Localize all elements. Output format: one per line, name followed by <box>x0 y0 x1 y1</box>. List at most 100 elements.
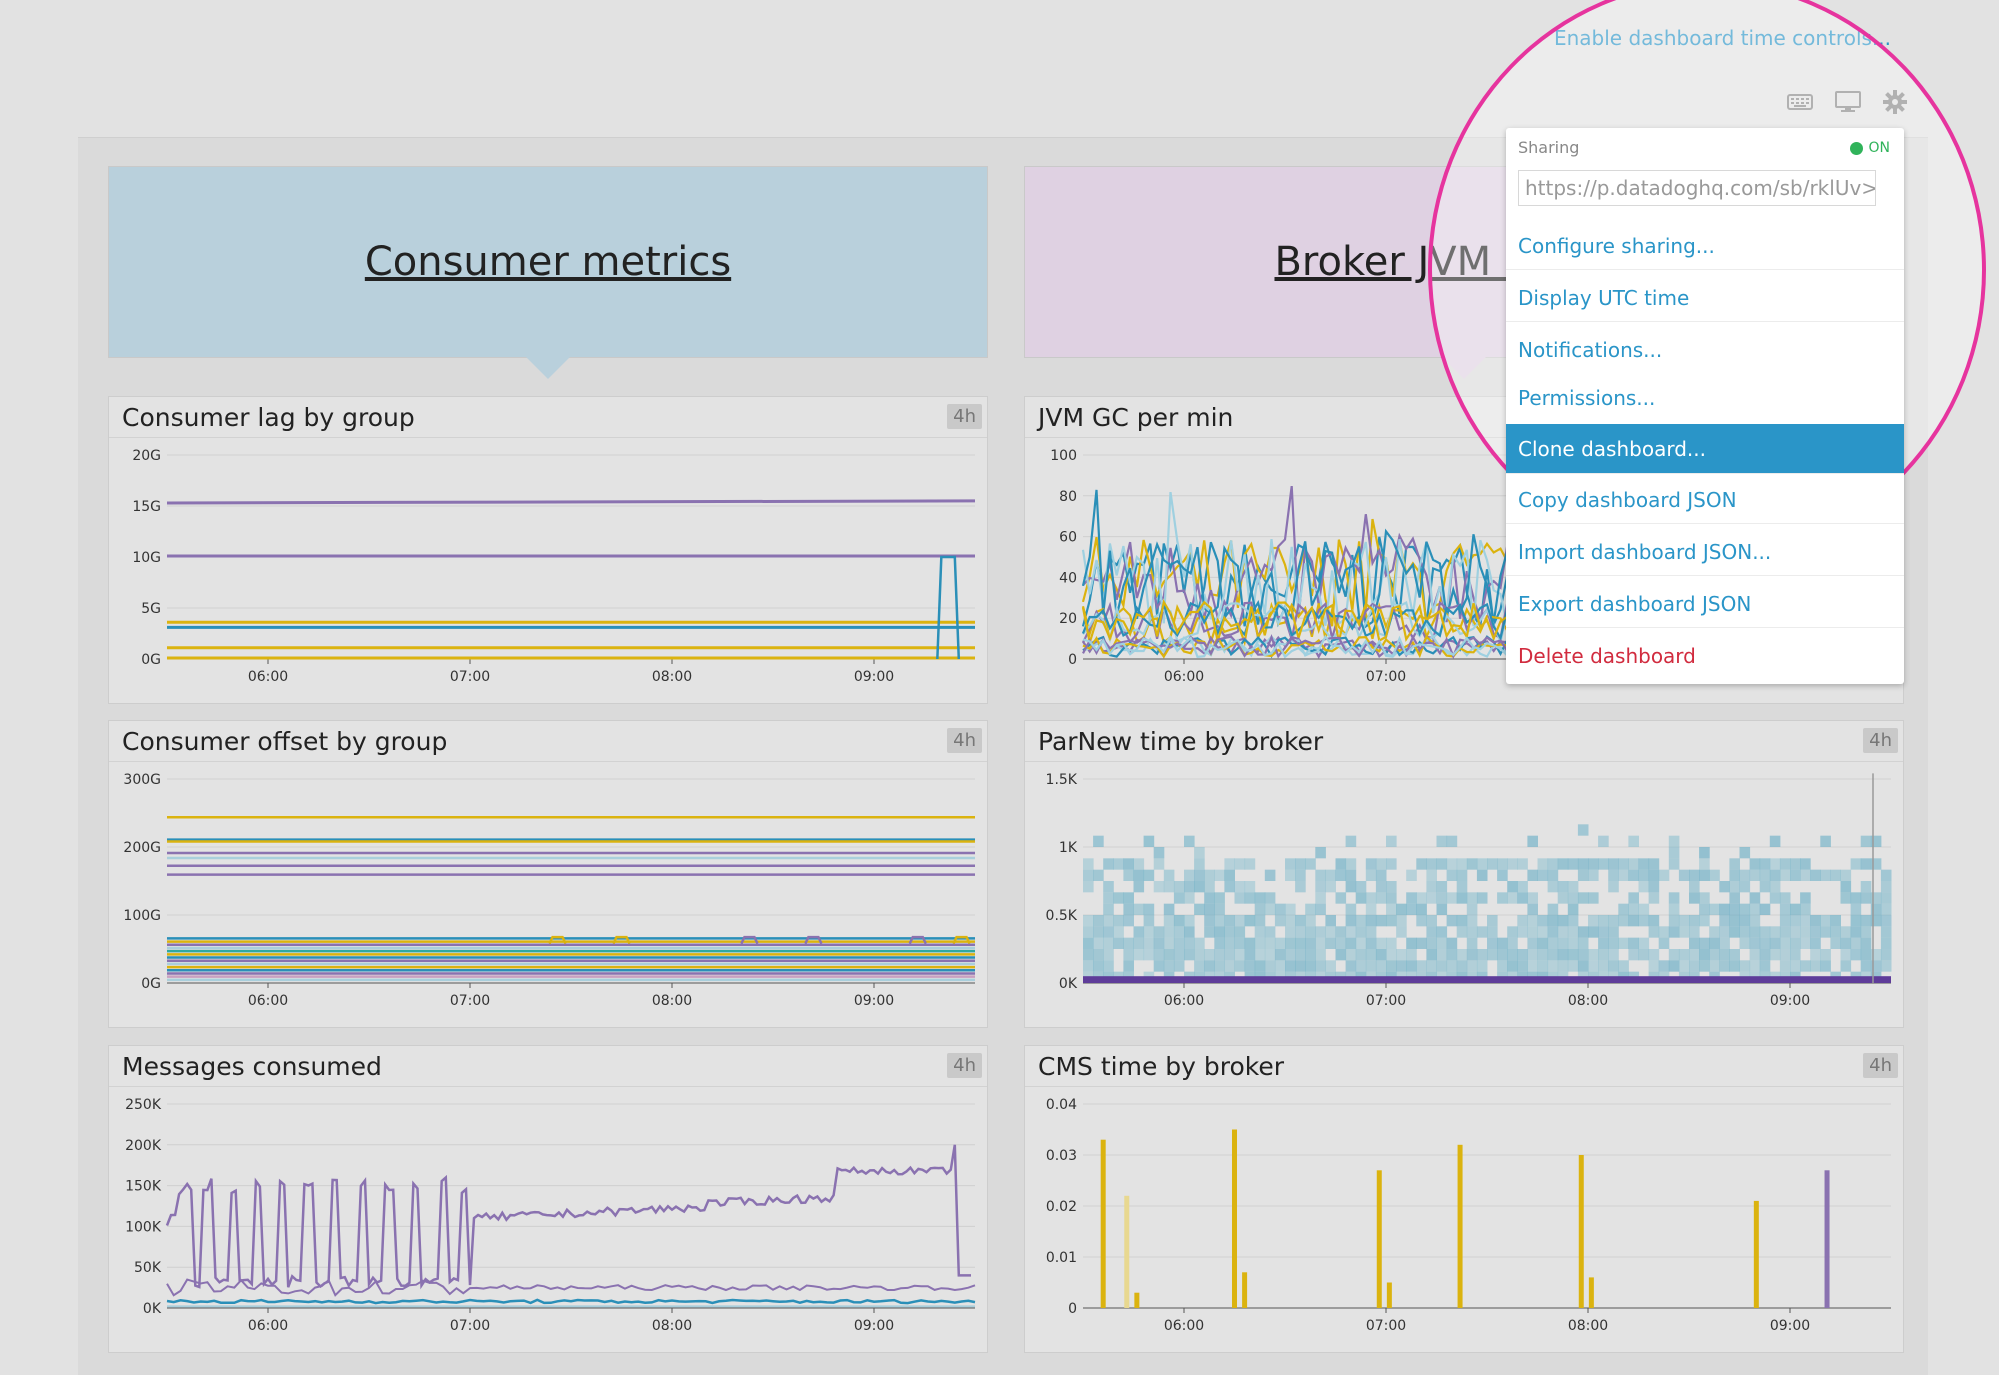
heatmap-cell <box>1668 960 1680 972</box>
heatmap-cell <box>1557 915 1569 927</box>
heatmap-cell <box>1689 926 1700 938</box>
status-dot-icon <box>1849 141 1863 155</box>
heatmap-cell <box>1860 960 1872 972</box>
heatmap-cell <box>1638 858 1650 870</box>
series-bump <box>804 935 823 945</box>
heatmap-cell <box>1769 881 1781 893</box>
heatmap-cell <box>1396 960 1407 972</box>
heatmap-cell <box>1184 869 1195 881</box>
heatmap-cell <box>1103 881 1114 893</box>
heatmap-cell <box>1466 960 1478 972</box>
heatmap-cell <box>1689 881 1700 893</box>
heatmap-cell <box>1244 915 1256 927</box>
heatmap-cell <box>1870 858 1882 870</box>
heatmap-cell <box>1628 892 1639 904</box>
heatmap-cell <box>1396 903 1407 915</box>
heatmap-cell <box>1285 915 1296 927</box>
consumer-lag-chart[interactable]: 20G 15G 10G 5G 0G 06:00 07:00 08:00 09:00 <box>109 437 987 703</box>
y-tick-label: 15G <box>132 499 161 515</box>
heatmap-cell <box>1123 858 1134 870</box>
heatmap-cell <box>1719 937 1730 949</box>
heatmap-cell <box>1345 937 1357 949</box>
heatmap-cell <box>1779 926 1791 938</box>
heatmap-cell <box>1375 915 1387 927</box>
heatmap-cell <box>1850 949 1862 961</box>
messages-consumed-chart[interactable]: 250K 200K 150K 100K 50K 0K 06:00 07:00 08:00 09:0… <box>109 1086 987 1352</box>
menu-item-clone-dashboard[interactable]: Clone dashboard... <box>1506 424 1904 474</box>
heatmap-cell <box>1870 949 1882 961</box>
x-tick-label: 07:00 <box>450 993 490 1009</box>
consumer-offset-chart[interactable]: 300G 200G 100G 0G 06:00 07:00 08:00 09:00 <box>109 761 987 1027</box>
heatmap-cell <box>1820 915 1831 927</box>
heatmap-cell <box>1153 960 1165 972</box>
heatmap-cell <box>1224 926 1235 938</box>
menu-item-display-utc[interactable]: Display UTC time <box>1506 274 1904 322</box>
heatmap-cell <box>1577 926 1589 938</box>
widget-title: Consumer offset by group <box>122 727 448 756</box>
share-url-field[interactable]: https://p.datadoghq.com/sb/rklUv> <box>1518 170 1876 206</box>
heatmap-cell <box>1860 881 1872 893</box>
heatmap-cell <box>1214 915 1225 927</box>
heatmap-cell <box>1507 960 1518 972</box>
menu-item-notifications[interactable]: Notifications... <box>1518 338 1663 362</box>
heatmap-cell <box>1406 892 1417 904</box>
bar <box>1134 1292 1140 1308</box>
heatmap-cell <box>1335 858 1347 870</box>
heatmap-cell <box>1790 869 1801 881</box>
heatmap-cell <box>1497 949 1508 961</box>
heatmap-cell <box>1416 903 1427 915</box>
heatmap-cell <box>1355 949 1367 961</box>
heatmap-cell <box>1386 903 1397 915</box>
bar <box>1753 1200 1759 1308</box>
heatmap-cell <box>1234 915 1246 927</box>
heatmap-cell <box>1325 937 1336 949</box>
heatmap-cell <box>1466 915 1478 927</box>
heatmap-cell <box>1315 937 1326 949</box>
menu-item-permissions[interactable]: Permissions... <box>1518 386 1656 410</box>
menu-item-delete-dashboard[interactable]: Delete dashboard <box>1518 644 1696 668</box>
heatmap-cell <box>1285 903 1296 915</box>
heatmap-cell <box>1739 937 1751 949</box>
sharing-status[interactable]: ON <box>1849 140 1890 156</box>
heatmap-cell <box>1557 949 1569 961</box>
x-tick-label: 09:00 <box>854 1318 894 1334</box>
heatmap-cell <box>1103 915 1114 927</box>
note-consumer-metrics: Consumer metrics <box>108 166 988 379</box>
heatmap-cell <box>1759 869 1771 881</box>
menu-item-import-json[interactable]: Import dashboard JSON... <box>1506 528 1904 576</box>
note-title[interactable]: Consumer metrics <box>364 239 732 285</box>
heatmap-cell <box>1790 858 1801 870</box>
series-line <box>166 1298 976 1305</box>
heatmap-cell <box>1113 937 1124 949</box>
heatmap-cell <box>1699 892 1710 904</box>
heatmap-cell <box>1880 892 1892 904</box>
menu-item-copy-json[interactable]: Copy dashboard JSON <box>1506 476 1904 524</box>
heatmap-cell <box>1779 949 1791 961</box>
heatmap-cell <box>1375 937 1387 949</box>
menu-item-configure-sharing[interactable]: Configure sharing... <box>1506 222 1904 270</box>
heatmap-cell <box>1133 949 1145 961</box>
y-tick-label: 100G <box>123 908 161 924</box>
bar <box>1100 1139 1106 1308</box>
parnew-heatmap-chart[interactable]: 1.5K 1K 0.5K 0K 06:00 07:00 08:00 09:00 <box>1025 761 1903 1027</box>
heatmap-cell <box>1598 858 1609 870</box>
heatmap-cell <box>1850 858 1862 870</box>
heatmap-cell <box>1436 937 1448 949</box>
heatmap-cell <box>1194 858 1205 870</box>
heatmap-cell <box>1456 881 1468 893</box>
heatmap-cell <box>1133 937 1145 949</box>
heatmap-cell <box>1880 869 1892 881</box>
heatmap-cell <box>1850 892 1862 904</box>
heatmap-cell <box>1173 937 1185 949</box>
heatmap-cell <box>1628 869 1639 881</box>
heatmap-cell <box>1800 869 1811 881</box>
heatmap-cell <box>1749 915 1761 927</box>
heatmap-cell <box>1769 926 1781 938</box>
heatmap-cell <box>1184 835 1195 847</box>
heatmap-cell <box>1870 960 1882 972</box>
x-tick-label: 06:00 <box>1164 993 1204 1009</box>
heatmap-cell <box>1143 915 1155 927</box>
cms-time-chart[interactable]: 0.04 0.03 0.02 0.01 0 06:00 07:00 08:00 09:00 <box>1025 1086 1903 1352</box>
heatmap-cell <box>1194 869 1205 881</box>
menu-item-export-json[interactable]: Export dashboard JSON <box>1506 580 1904 628</box>
